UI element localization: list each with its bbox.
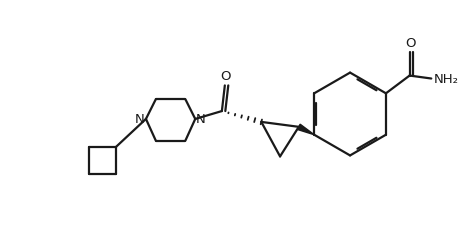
Text: N: N: [135, 113, 145, 126]
Text: NH₂: NH₂: [433, 73, 458, 86]
Text: O: O: [220, 70, 231, 83]
Text: N: N: [196, 113, 206, 126]
Text: O: O: [405, 37, 416, 50]
Polygon shape: [298, 125, 314, 135]
